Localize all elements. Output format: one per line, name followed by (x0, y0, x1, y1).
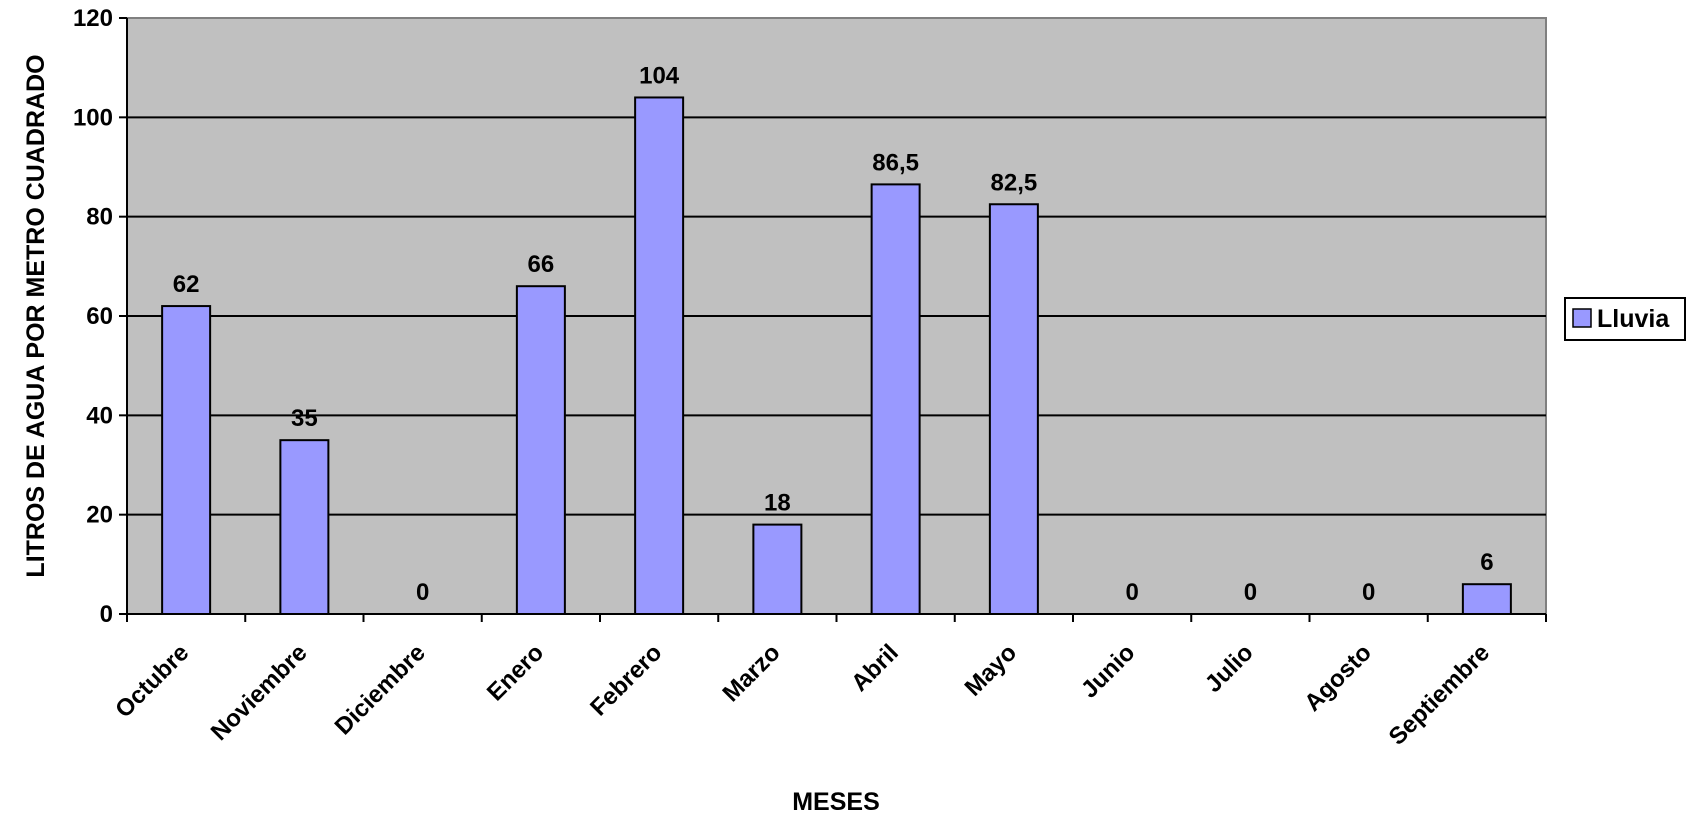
x-tick-label-abril: Abril (846, 639, 904, 697)
y-tick-label: 120 (73, 5, 113, 32)
bar-mayo (988, 203, 1039, 615)
data-label-mayo: 82,5 (991, 169, 1038, 196)
x-tick-labels: Octubre Noviembre Diciembre Enero Febrero Mar… (110, 639, 1495, 751)
y-tick-label: 0 (100, 601, 113, 628)
x-tick-label-noviembre: Noviembre (206, 639, 313, 746)
legend-swatch-lluvia (1572, 308, 1592, 328)
data-label-diciembre: 0 (416, 579, 429, 606)
bar-abril (870, 183, 921, 615)
x-tick-label-febrero: Febrero (585, 639, 667, 721)
data-label-marzo: 18 (764, 490, 791, 517)
x-axis-title: MESES (792, 788, 880, 816)
data-label-agosto: 0 (1362, 579, 1375, 606)
data-label-octubre: 62 (173, 271, 200, 298)
y-tick-label: 20 (86, 502, 113, 529)
x-tick-label-septiembre: Septiembre (1384, 639, 1496, 751)
x-tick-label-marzo: Marzo (717, 639, 785, 707)
gridlines (127, 116, 1546, 516)
data-label-enero: 66 (528, 251, 555, 278)
bar-octubre (161, 305, 212, 615)
data-label-noviembre: 35 (291, 405, 318, 432)
y-tick-labels: 0 20 40 60 80 100 120 (73, 5, 113, 628)
data-labels: 62 35 0 66 104 18 86,5 82,5 0 0 0 6 (173, 62, 1494, 606)
x-tick-label-diciembre: Diciembre (330, 639, 431, 740)
x-tick-label-julio: Julio (1200, 639, 1259, 698)
y-tick-label: 100 (73, 104, 113, 131)
bar-septiembre (1461, 583, 1512, 616)
x-tick-label-agosto: Agosto (1299, 639, 1377, 717)
legend-label-lluvia: Lluvia (1597, 305, 1670, 333)
bars (161, 96, 1512, 616)
data-label-abril: 86,5 (872, 149, 919, 176)
y-tick-label: 80 (86, 204, 113, 231)
y-tick-label: 40 (86, 402, 113, 429)
x-tick-label-mayo: Mayo (960, 639, 1022, 701)
bar-marzo (752, 523, 803, 615)
bar-enero (515, 285, 566, 615)
data-label-febrero: 104 (639, 62, 680, 89)
data-label-junio: 0 (1125, 579, 1138, 606)
x-tick-label-enero: Enero (482, 639, 549, 706)
axes (119, 17, 1547, 622)
bar-febrero (634, 96, 685, 615)
y-tick-label: 60 (86, 303, 113, 330)
x-tick-label-octubre: Octubre (110, 639, 194, 723)
data-label-julio: 0 (1244, 579, 1257, 606)
data-label-septiembre: 6 (1480, 549, 1493, 576)
legend: Lluvia (1564, 297, 1686, 341)
y-axis-title: LITROS DE AGUA POR METRO CUADRADO (22, 54, 50, 577)
x-tick-label-junio: Junio (1076, 639, 1140, 703)
bar-noviembre (279, 439, 330, 615)
